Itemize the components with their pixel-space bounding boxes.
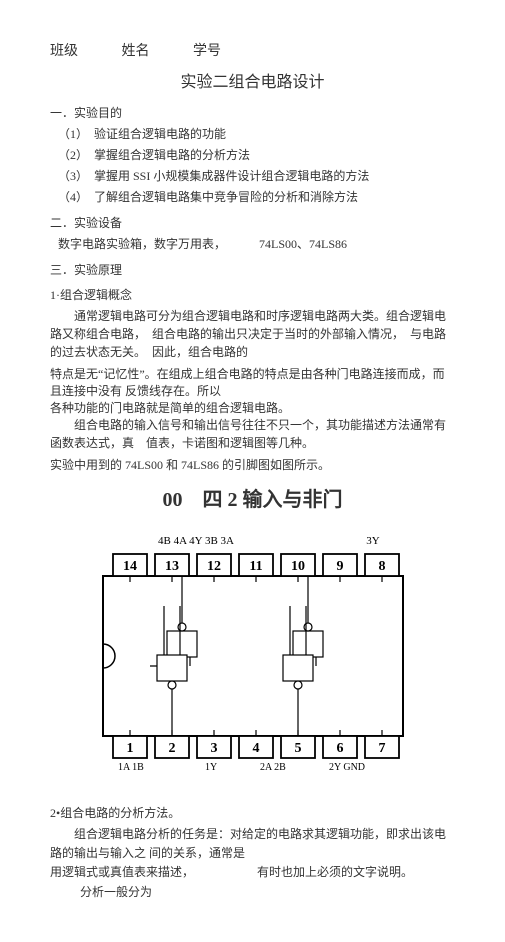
sub2-p1c: 有时也加上必须的文字说明。 [257,865,413,879]
sub1-p1: 通常逻辑电路可分为组合逻辑电路和时序逻辑电路两大类。组合逻辑电路又称组合电路， … [50,307,455,361]
sect2-line: 数字电路实验箱，数字万用表， 74LS00、74LS86 [58,235,455,253]
chip-svg: 4B 4A 4Y 3B 3A3Y14131211109812345671A 1B… [83,526,423,786]
svg-text:3: 3 [210,741,217,756]
sub2-p1d: 分析一般分为 [80,885,152,899]
svg-text:2Y GND: 2Y GND [329,762,365,773]
svg-text:7: 7 [378,741,385,756]
subtitle-b: 四 2 输入与非门 [203,489,343,511]
svg-text:8: 8 [378,559,385,574]
sect3-head: 三．实验原理 [50,261,455,278]
header-line: 班级 姓名 学号 [50,40,455,60]
page-title: 实验二组合电路设计 [50,68,455,92]
chip-diagram: 4B 4A 4Y 3B 3A3Y14131211109812345671A 1B… [50,526,455,786]
sub1-p4: 实验中用到的 74LS00 和 74LS86 的引脚图如图所示。 [50,456,455,473]
subtitle-a: 00 [163,489,183,511]
svg-text:6: 6 [336,741,343,756]
sub1-head: 1·组合逻辑概念 [50,286,455,303]
svg-text:5: 5 [294,741,301,756]
sub2-head: 2•组合电路的分析方法。 [50,804,455,821]
class-label: 班级 [50,44,78,59]
id-label: 学号 [193,44,221,59]
svg-text:4B 4A 4Y 3B 3A: 4B 4A 4Y 3B 3A [158,535,234,547]
name-label: 姓名 [122,44,150,59]
sect1-item: （2） 掌握组合逻辑电路的分析方法 [58,146,455,164]
svg-text:14: 14 [123,559,137,574]
sect2-chips: 74LS00、74LS86 [259,237,347,251]
sub1-p2b: 各种功能的门电路就是简单的组合逻辑电路。 [50,401,290,415]
sect1-item: （1） 验证组合逻辑电路的功能 [58,125,455,143]
svg-text:1: 1 [126,741,133,756]
sect1-item: （4） 了解组合逻辑电路集中竞争冒险的分析和消除方法 [58,188,455,206]
sect2-head: 二．实验设备 [50,214,455,231]
svg-text:1Y: 1Y [205,762,217,773]
sect1-head: 一．实验目的 [50,104,455,121]
svg-text:4: 4 [252,741,259,756]
svg-text:11: 11 [249,559,262,574]
sect1-item: （3） 掌握用 SSI 小规模集成器件设计组合逻辑电路的方法 [58,167,455,185]
sub2-p1a: 组合逻辑电路分析的任务是：对给定的电路求其逻辑功能，即求出该电路的输出与输入之 … [50,827,446,860]
sub1-p3: 组合电路的输入信号和输出信号往往不只一个，其功能描述方法通常有函数表达式，真 值… [50,416,455,452]
sub2-p1: 组合逻辑电路分析的任务是：对给定的电路求其逻辑功能，即求出该电路的输出与输入之 … [50,825,455,902]
sub1-p2a: 特点是无“记忆性”。在组成上组合电路的特点是由各种门电路连接而成，而且连接中没有… [50,367,445,398]
chip-subtitle: 00 四 2 输入与非门 [50,483,455,512]
svg-text:2: 2 [168,741,175,756]
sub1-p2: 特点是无“记忆性”。在组成上组合电路的特点是由各种门电路连接而成，而且连接中没有… [50,365,455,416]
svg-text:10: 10 [291,559,305,574]
sub2-p1b: 用逻辑式或真值表来描述， [50,865,194,879]
svg-text:2A 2B: 2A 2B [260,762,286,773]
svg-text:12: 12 [207,559,221,574]
svg-text:13: 13 [165,559,179,574]
svg-text:1A 1B: 1A 1B [118,762,144,773]
svg-text:3Y: 3Y [366,535,380,547]
sect2-text: 数字电路实验箱，数字万用表， [58,237,226,251]
svg-text:9: 9 [336,559,343,574]
